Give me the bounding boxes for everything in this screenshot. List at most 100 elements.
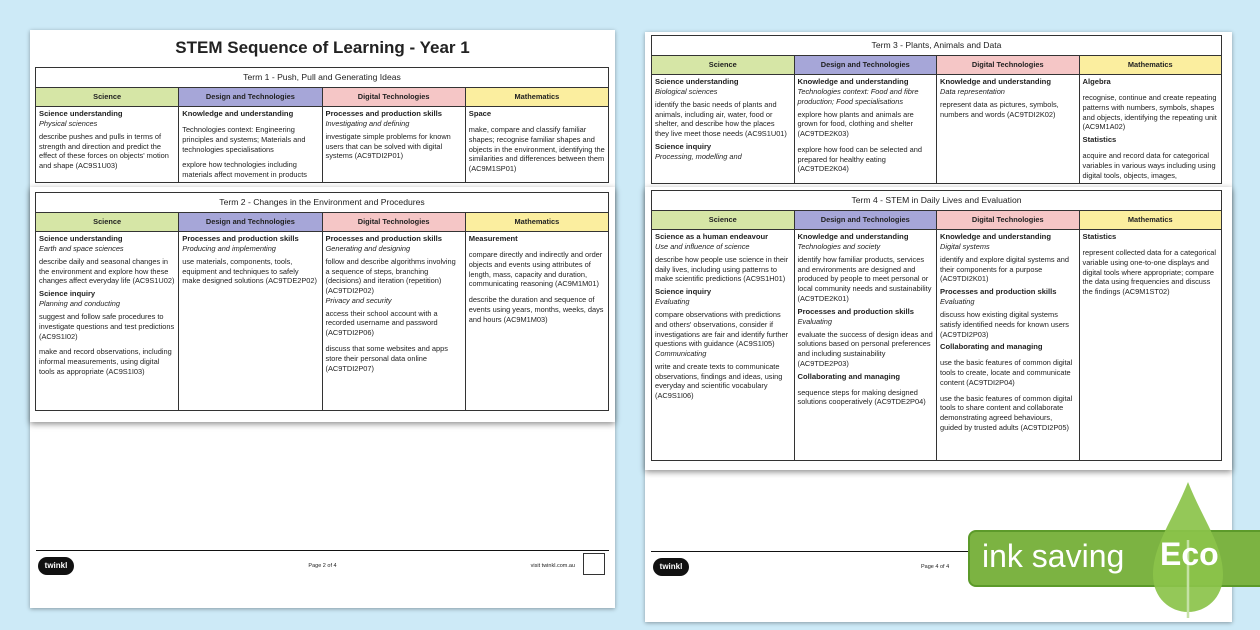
sub-strand: Earth and space sciences [39,244,124,254]
strand-heading: Processes and production skills [325,234,442,244]
content-descriptor: write and create texts to communicate ob… [655,361,783,401]
sub-strand: Digital systems [940,242,990,252]
cell-science: Science as a human endeavour Use and infl… [651,229,795,462]
strand-heading: Science inquiry [655,287,712,297]
strand-heading: Processes and production skills [325,109,442,119]
content-descriptor: use materials, components, tools, equipm… [182,256,317,286]
ink-saving-label: ink saving [982,538,1125,574]
page-footer: twinkl Page 4 of 4 [651,551,1226,576]
content-descriptor: represent data as pictures, symbols, num… [940,99,1059,119]
content-descriptor: sequence steps for making designed solut… [797,387,926,407]
sub-strand: Evaluating [940,297,975,307]
term-table: Term 2 - Changes in the Environment and … [34,191,610,412]
sub-strand: Evaluating [797,316,833,326]
cell-math: Statistics represent collected data for a… [1078,229,1222,462]
strand-heading: Knowledge and understanding [940,77,1051,87]
strand-heading: Statistics [1082,135,1117,145]
cell-design: Knowledge and understanding Technologies … [178,106,323,183]
leaf-drop-icon [1153,482,1223,618]
strand-heading: Science understanding [39,109,123,119]
cell-digital: Processes and production skills Generatin… [321,231,466,412]
quality-badge-icon [583,553,605,575]
content-descriptor: describe pushes and pulls in terms of st… [39,131,169,171]
subject-header-digital: Digital Technologies [936,55,1080,76]
content-descriptor: make, compare and classify familiar shap… [468,125,605,174]
content-descriptor: compare directly and indirectly and orde… [468,250,603,289]
content-descriptor: represent collected data for a categoric… [1082,248,1217,297]
twinkl-logo: twinkl [653,558,689,576]
cell-math: Algebra recognise, continue and create re… [1078,74,1222,184]
subject-header-math: Mathematics [1078,55,1222,76]
content-descriptor: recognise, continue and create repeating… [1082,93,1217,132]
strand-heading: Processes and production skills [182,234,299,244]
subject-header-digital: Digital Technologies [936,210,1080,231]
strand-heading: Collaborating and managing [940,342,1043,352]
sub-strand: Biological sciences [655,87,718,97]
term-1-table: Term 1 - Push, Pull and Generating Ideas… [35,67,609,187]
content-descriptor: describe daily and seasonal changes in t… [39,256,175,286]
cell-design: Knowledge and understanding Technologies … [793,74,937,184]
cell-design: Processes and production skills Producing… [178,231,323,412]
sub-strand: Physical sciences [39,119,98,129]
strand-heading: Science understanding [39,234,123,244]
term-title: Term 2 - Changes in the Environment and … [35,191,609,214]
content-descriptor: identify and explore digital systems and… [940,254,1069,284]
term-3-table: Term 3 - Plants, Animals and Data Science… [651,35,1222,187]
content-descriptor: compare observations with predictions an… [655,309,789,349]
strand-heading: Science understanding [655,77,739,87]
cell-digital: Processes and production skills Investiga… [321,106,466,183]
term-2-table: Term 2 - Changes in the Environment and … [30,187,615,422]
sub-strand: Generating and designing [325,244,411,254]
document-title: STEM Sequence of Learning - Year 1 [175,38,470,57]
page-number: Page 4 of 4 [921,564,950,570]
content-descriptor: suggest and follow safe procedures to in… [39,311,175,341]
twinkl-logo: twinkl [38,557,74,575]
strand-heading: Processes and production skills [940,287,1057,297]
subject-header-science: Science [34,212,180,233]
subject-header-science: Science [651,55,795,76]
eco-label: Eco [1160,536,1219,572]
sub-strand: Data representation [940,87,1005,97]
sub-strand: Producing and implementing [182,244,276,254]
sub-strand: Privacy and security [325,295,392,305]
strand-heading: Algebra [1082,77,1111,87]
strand-heading: Collaborating and managing [797,371,901,381]
content-descriptor: use the basic features of common digital… [940,393,1073,432]
subject-header-design: Design and Technologies [793,210,937,231]
sub-strand: Processing, modelling and [655,151,742,161]
subject-header-math: Mathematics [464,87,609,108]
strand-heading: Space [468,109,492,119]
content-descriptor: identify how familiar products, services… [797,254,932,303]
strand-heading: Science as a human endeavour [655,232,769,242]
content-descriptor: Technologies context: Engineering princi… [182,125,306,154]
strand-heading: Knowledge and understanding [182,109,294,119]
website-link[interactable]: visit twinkl.com.au [530,563,575,569]
content-descriptor: make and record observations, including … [39,347,172,376]
page-footer: twinkl Page 2 of 4 visit twinkl.com.au [36,550,609,575]
subject-header-design: Design and Technologies [793,55,937,76]
sub-strand: Investigating and defining [325,119,410,129]
term-4-table: Term 4 - STEM in Daily Lives and Evaluat… [645,187,1232,470]
subject-header-digital: Digital Technologies [321,87,466,108]
content-descriptor: identify the basic needs of plants and a… [655,99,787,139]
cell-science: Science understanding Earth and space sci… [34,231,180,412]
sub-strand: Technologies and society [797,242,881,252]
cell-science: Science understanding Physical sciences de… [35,106,180,183]
cell-digital: Knowledge and understanding Digital syste… [936,229,1080,462]
sub-strand: Communicating [655,349,707,359]
term-table: Term 1 - Push, Pull and Generating Ideas… [35,67,609,183]
cell-math: Space make, compare and classify familiar… [464,106,609,183]
content-descriptor: follow and describe algorithms involving… [325,256,456,296]
content-descriptor: describe the duration and sequence of ev… [468,295,604,324]
term-table: Term 4 - STEM in Daily Lives and Evaluat… [651,189,1222,462]
content-descriptor: evaluate the success of design ideas and… [797,329,933,368]
strand-heading: Science inquiry [39,289,96,299]
subject-header-digital: Digital Technologies [321,212,466,233]
term-table: Term 3 - Plants, Animals and Data Science… [651,35,1222,184]
cell-math: Measurement compare directly and indirect… [464,231,610,412]
content-descriptor: investigate simple problems for known us… [325,131,451,161]
term-title: Term 4 - STEM in Daily Lives and Evaluat… [651,189,1222,212]
subject-header-math: Mathematics [464,212,610,233]
strand-heading: Science inquiry [655,141,712,151]
cell-digital: Knowledge and understanding Data represen… [936,74,1080,184]
